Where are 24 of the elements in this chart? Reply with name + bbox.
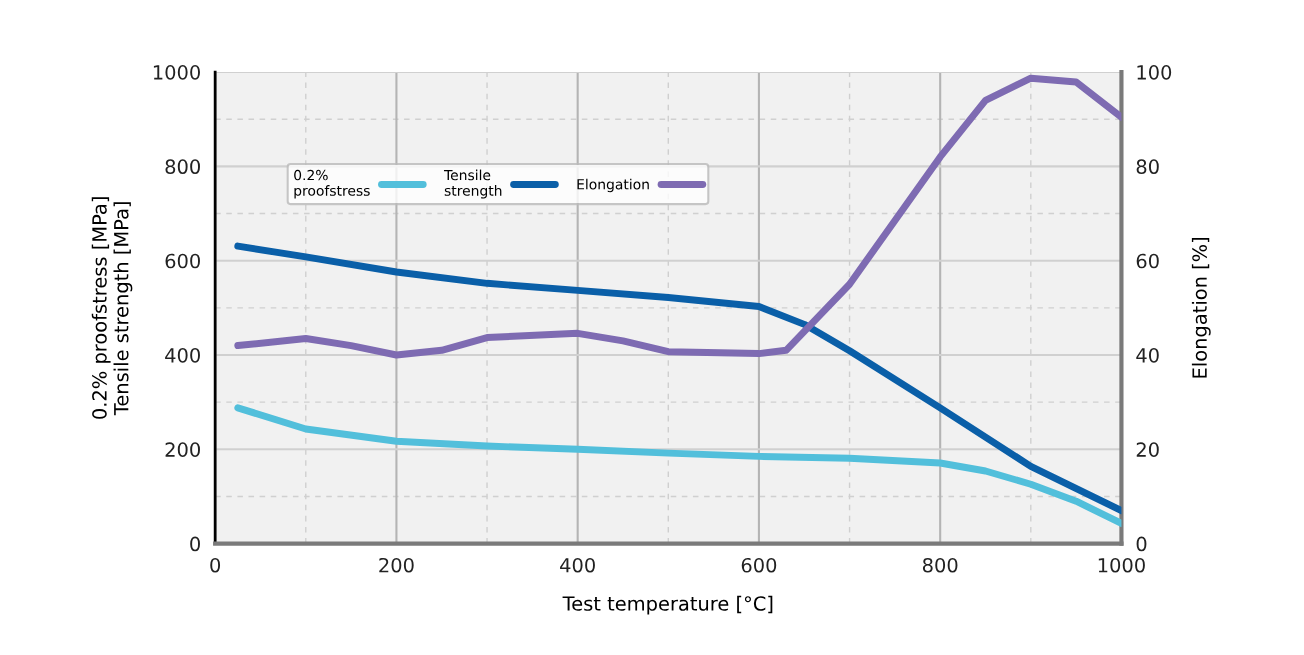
y2-tick-label: 80 [1136, 159, 1159, 175]
y-axis-title: 0.2% proofstress [MPa] Tensile strength [MPa] [91, 197, 133, 419]
legend-label: Tensile strength [443, 169, 502, 199]
x-tick-label: 1000 [1098, 557, 1145, 573]
legend-label: Elongation [577, 178, 649, 193]
y2-tick-label: 40 [1136, 347, 1159, 363]
y2-axis-title: Elongation [%] [1191, 237, 1211, 378]
y2-tick-label: 100 [1137, 65, 1172, 80]
y-tick-label: 200 [165, 442, 200, 457]
y2-tick-label: 20 [1136, 442, 1159, 457]
y-tick-label: 400 [165, 347, 200, 363]
y2-tick-label: 60 [1136, 253, 1159, 269]
y-tick-label: 1000 [153, 65, 200, 80]
x-tick-label: 0 [210, 557, 221, 573]
x-axis-title: Test temperature [°C] [562, 595, 773, 615]
x-tick-label: 400 [560, 557, 595, 573]
y-tick-label: 0 [190, 536, 200, 552]
y2-tick-label: 0 [1136, 536, 1147, 552]
x-tick-label: 800 [922, 557, 958, 573]
legend-label: 0.2% proofstress [294, 169, 370, 199]
x-tick-label: 600 [741, 557, 777, 573]
x-tick-label: 200 [379, 557, 414, 573]
y-tick-label: 600 [165, 253, 200, 269]
y-tick-label: 800 [165, 159, 200, 175]
